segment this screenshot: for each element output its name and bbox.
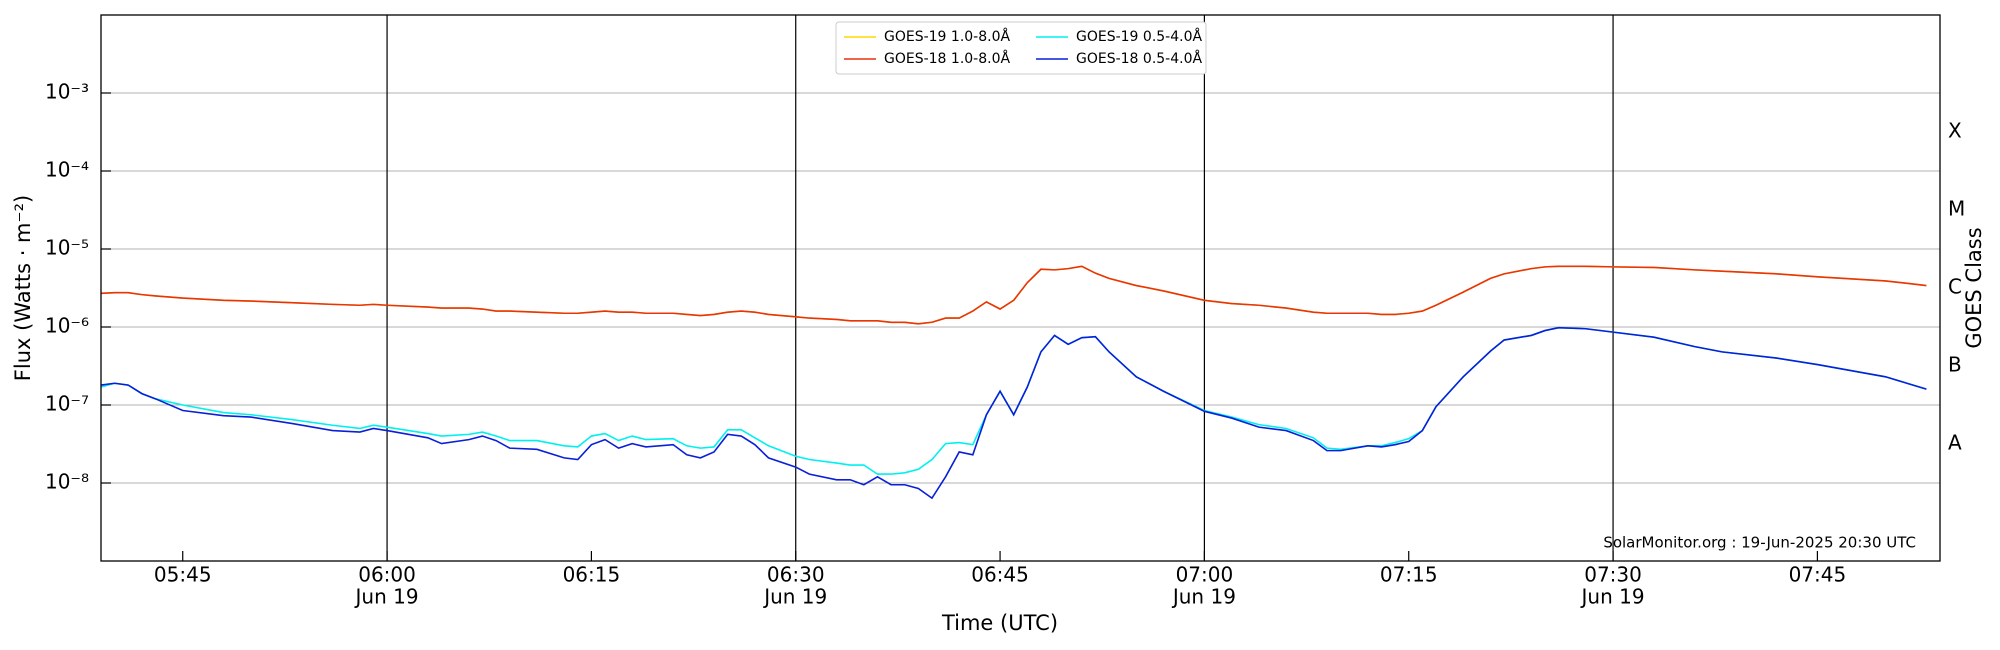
x-tick-label: Jun 19 [1171,585,1236,609]
series-line [100,265,1927,325]
x-axis-label: Time (UTC) [941,611,1058,635]
x-tick-label: 06:30 [767,563,825,587]
legend-label: GOES-18 0.5-4.0Å [1076,50,1202,67]
series-line [100,326,1927,500]
plot-frame [100,14,1941,562]
series-line [100,326,1927,475]
legend-label: GOES-19 1.0-8.0Å [884,28,1010,45]
legend-label: GOES-18 1.0-8.0Å [884,50,1010,67]
y-tick-label: 10⁻⁵ [45,236,89,260]
y2-tick-label: M [1948,197,1965,221]
x-tick-label: 07:30 [1584,563,1642,587]
legend-label: GOES-19 0.5-4.0Å [1076,28,1202,45]
x-tick-label: Jun 19 [1580,585,1645,609]
y2-tick-label: A [1948,431,1962,455]
y-tick-label: 10⁻³ [45,80,89,104]
x-tick-label: 07:45 [1789,563,1847,587]
y-tick-label: 10⁻⁶ [45,314,89,338]
x-tick-label: Jun 19 [762,585,827,609]
x-tick-label: 07:00 [1176,563,1234,587]
legend: GOES-19 1.0-8.0Å GOES-18 1.0-8.0Å GOES-19 … [835,21,1207,75]
y2-tick-label: C [1948,275,1962,299]
x-tick-label: 06:45 [971,563,1029,587]
y-axis-label: Flux (Watts · m⁻²) [11,195,35,381]
y-tick-label: 10⁻⁴ [45,158,89,182]
series-line [100,265,1927,325]
y2-axis-label: GOES Class [1962,227,1986,348]
x-tick-label: 06:00 [358,563,416,587]
x-tick-label: 05:45 [154,563,212,587]
legend-box [835,21,1207,75]
y-tick-label: 10⁻⁸ [45,470,89,494]
x-tick-label: 06:15 [563,563,621,587]
y2-tick-label: B [1948,353,1962,377]
x-tick-label: Jun 19 [354,585,419,609]
annotation: SolarMonitor.org : 19-Jun-2025 20:30 UTC [1603,534,1916,552]
y-tick-label: 10⁻⁷ [45,392,89,416]
y2-tick-label: X [1948,119,1962,143]
x-tick-label: 07:15 [1380,563,1438,587]
